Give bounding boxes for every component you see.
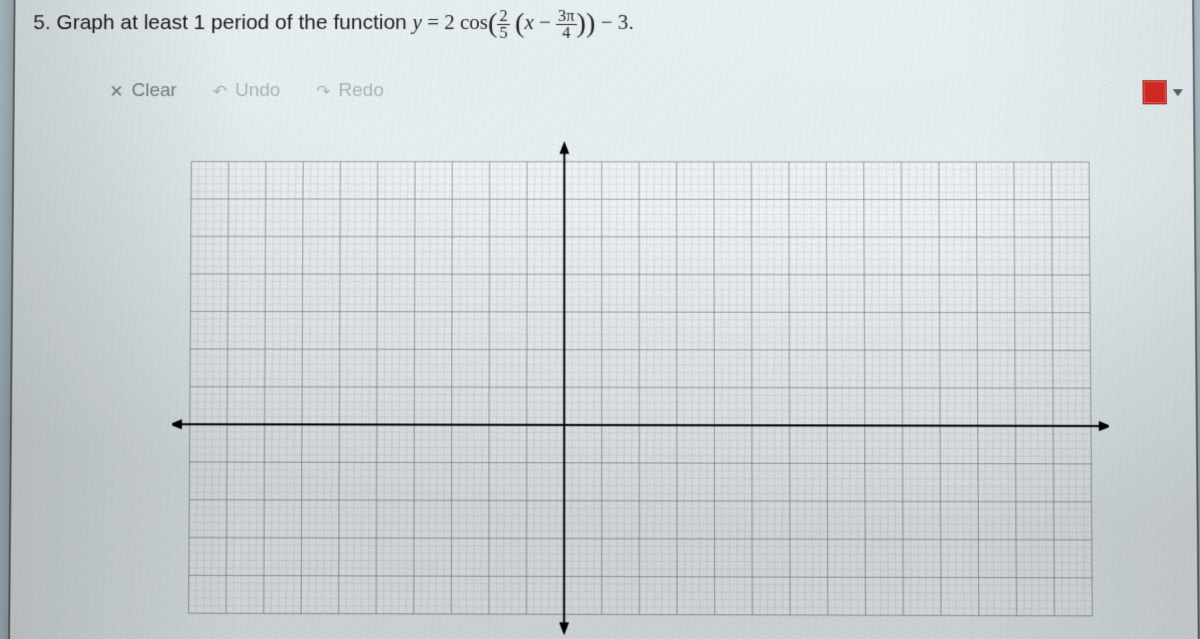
question-lead: Graph at least 1 period of the function [56, 11, 406, 34]
clear-label: Clear [131, 80, 176, 102]
redo-icon: ↷ [316, 83, 330, 100]
redo-label: Redo [338, 80, 383, 102]
app-screen: 5. Graph at least 1 period of the functi… [8, 0, 1200, 639]
question-prompt: 5. Graph at least 1 period of the functi… [33, 8, 1172, 42]
redo-button[interactable]: ↷ Redo [316, 80, 384, 102]
coordinate-grid[interactable] [171, 140, 1111, 638]
chevron-down-icon [1173, 89, 1183, 96]
question-number: 5. [33, 11, 51, 34]
color-swatch[interactable] [1142, 80, 1166, 104]
graph-toolbar: ✕ Clear ↶ Undo ↷ Redo [109, 80, 384, 102]
close-icon: ✕ [109, 83, 123, 100]
undo-button[interactable]: ↶ Undo [213, 80, 281, 102]
undo-label: Undo [235, 80, 280, 102]
clear-button[interactable]: ✕ Clear [109, 80, 177, 102]
question-equation: y = 2 cos(25 (x − 3π4)) − 3 [413, 10, 629, 34]
color-picker[interactable] [1142, 80, 1183, 104]
undo-icon: ↶ [213, 83, 227, 100]
graph-canvas[interactable] [171, 140, 1111, 638]
